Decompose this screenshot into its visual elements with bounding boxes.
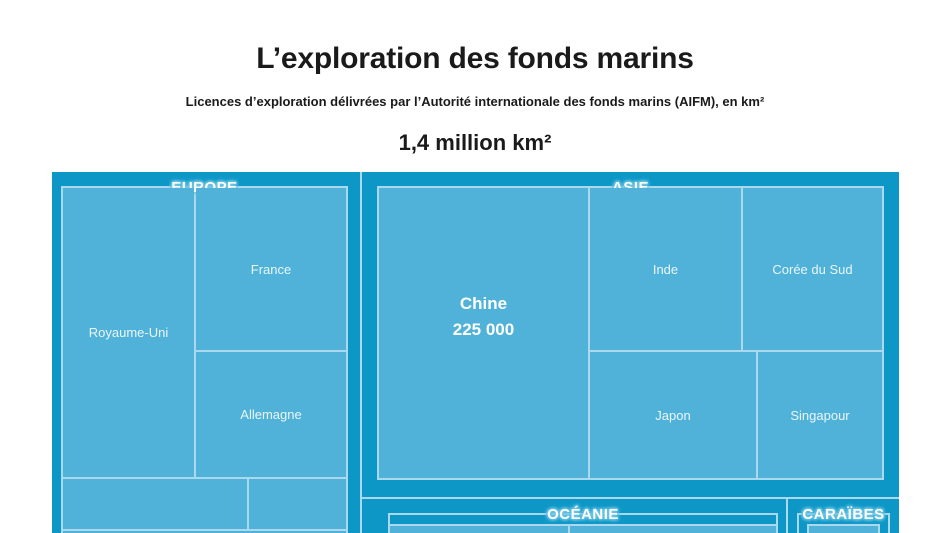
region-separator-caraibes <box>786 497 788 533</box>
total-area-label: 1,4 million km² <box>398 130 552 155</box>
treemap-cell-europe-unlabeled-1 <box>63 479 247 529</box>
treemap-cell-royaume-uni: Royaume-Uni <box>63 188 194 477</box>
treemap-cell-oceanie-unlabeled-2 <box>570 526 776 533</box>
group-caraibes: CARAÏBES <box>797 506 890 533</box>
cell-label: France <box>250 261 292 277</box>
cell-label: Inde <box>652 261 679 277</box>
cell-label: Corée du Sud <box>772 261 853 277</box>
cell-value: 225 000 <box>452 320 515 339</box>
treemap-cell-singapour: Singapour <box>758 352 882 478</box>
treemap-cell-oceanie-unlabeled-1 <box>390 526 568 533</box>
cell-label: Japon <box>655 407 691 423</box>
treemap-cell-coree-du-sud: Corée du Sud <box>743 188 882 350</box>
group-oceanie-label: OCÉANIE <box>547 505 619 523</box>
group-caraibes-label: CARAÏBES <box>802 505 885 523</box>
cell-label: Allemagne <box>240 407 302 422</box>
region-separator-vertical <box>360 172 362 533</box>
subtitle: Licences d’exploration délivrées par l’A… <box>185 94 765 109</box>
treemap-cell-allemagne: Allemagne <box>196 352 346 477</box>
region-separator-horizontal <box>360 497 899 499</box>
group-oceanie: OCÉANIE <box>388 506 778 533</box>
treemap-cell-caraibes-unlabeled-1 <box>807 524 880 533</box>
treemap-cell-europe-unlabeled-2 <box>249 479 346 529</box>
treemap-cell-japon: Japon <box>590 352 756 478</box>
treemap-cell-europe-unlabeled-3 <box>63 531 346 533</box>
cell-label: Chine <box>459 294 508 313</box>
cell-label: Singapour <box>790 407 850 423</box>
page-title: L’exploration des fonds marins <box>256 42 694 75</box>
cell-label-group: Chine 225 000 <box>453 291 514 343</box>
treemap-chart: EUROPE Royaume-Uni France Allemagne ASIE… <box>52 172 899 533</box>
group-asie: ASIE Chine 225 000 Inde Corée du Sud Jap… <box>377 179 884 480</box>
group-europe: EUROPE Royaume-Uni France Allemagne <box>61 179 348 533</box>
treemap-cell-inde: Inde <box>590 188 741 350</box>
cell-label: Royaume-Uni <box>88 325 169 340</box>
treemap-cell-france: France <box>196 188 346 350</box>
treemap-cell-chine: Chine 225 000 <box>379 188 588 478</box>
group-oceanie-cells <box>390 524 776 533</box>
